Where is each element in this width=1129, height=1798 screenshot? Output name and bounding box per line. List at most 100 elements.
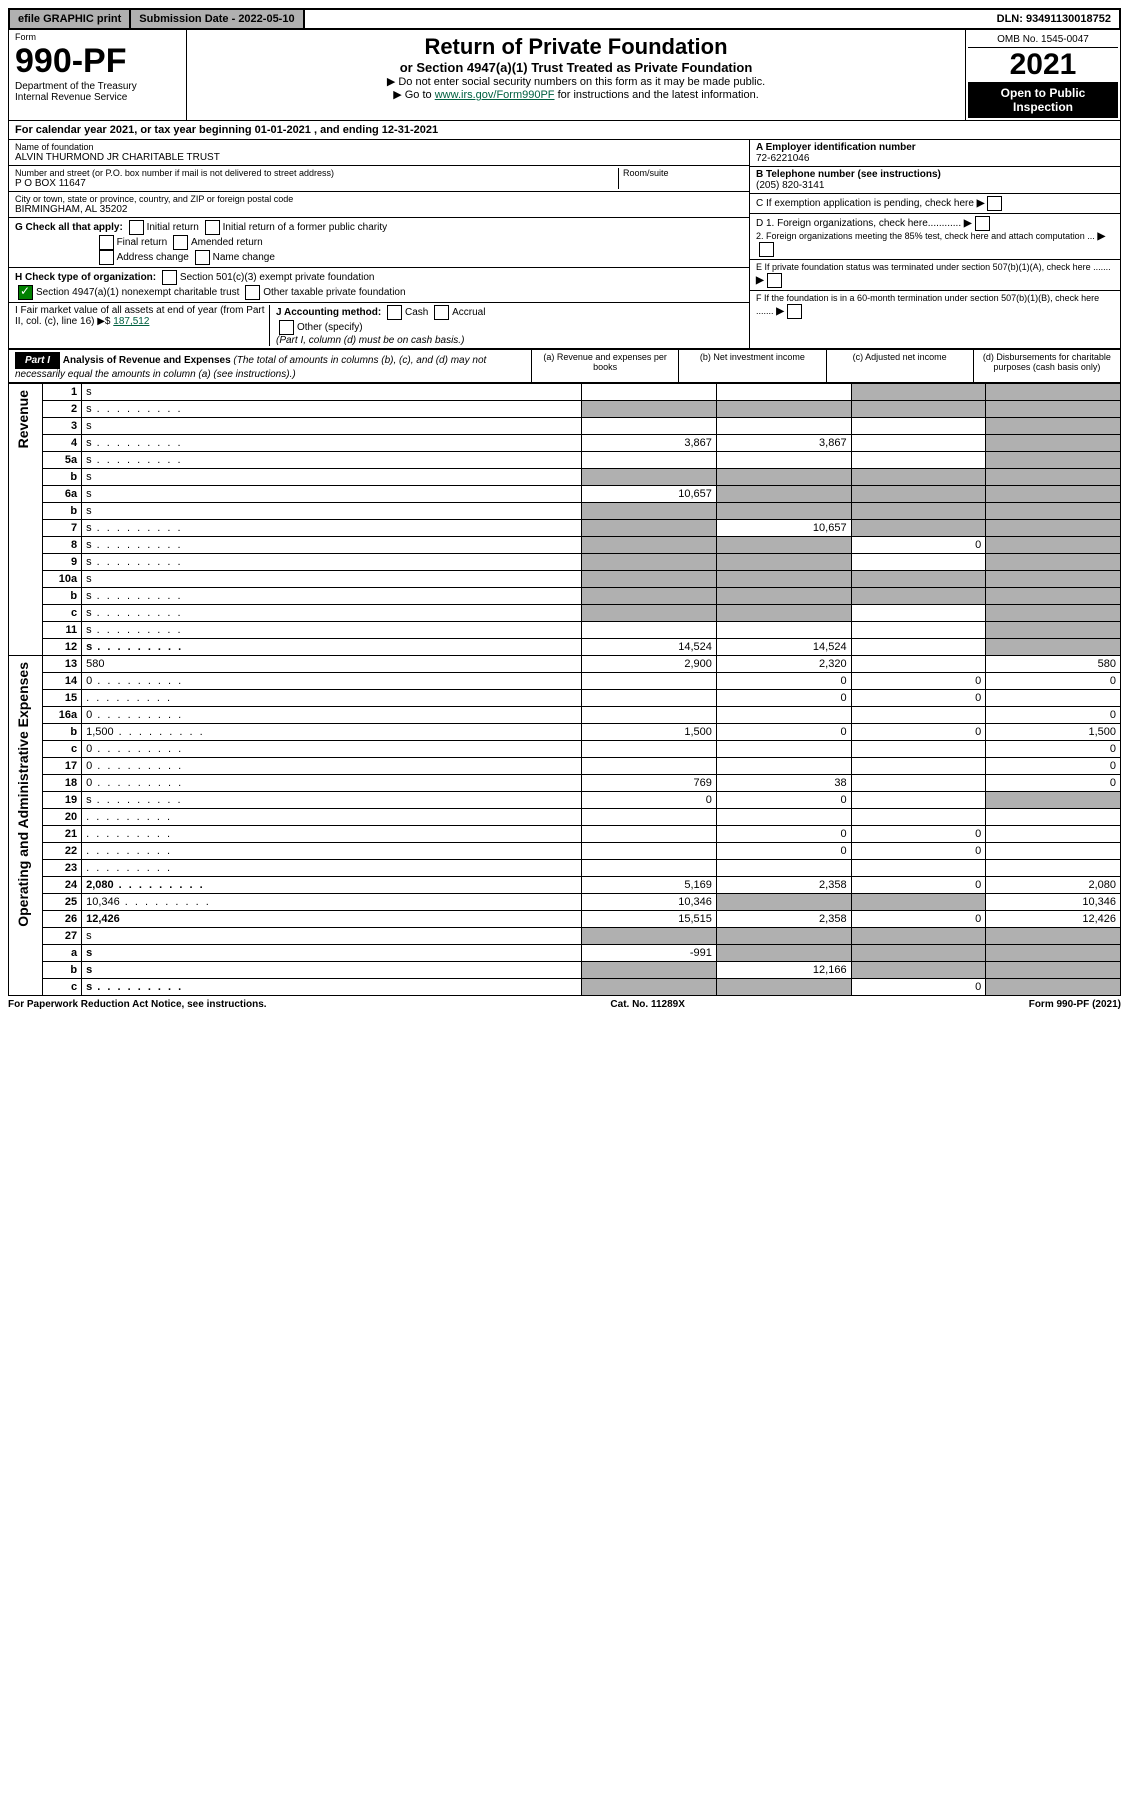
cell-col-d: [986, 639, 1121, 656]
cell-col-c: [851, 571, 986, 588]
table-row: 7s10,657: [9, 520, 1121, 537]
table-row: bs12,166: [9, 962, 1121, 979]
line-number: 10a: [43, 571, 82, 588]
part1-label: Part I: [15, 352, 60, 369]
table-row: 1500: [9, 690, 1121, 707]
cell-col-d: [986, 843, 1121, 860]
table-row: c00: [9, 741, 1121, 758]
cell-col-c: 0: [851, 690, 986, 707]
cell-col-b: 10,657: [716, 520, 851, 537]
other-method-checkbox[interactable]: [279, 320, 294, 335]
exemption-pending-checkbox[interactable]: [987, 196, 1002, 211]
submission-date: Submission Date - 2022-05-10: [131, 10, 304, 28]
accrual-checkbox[interactable]: [434, 305, 449, 320]
cell-col-c: 0: [851, 979, 986, 996]
revenue-label: Revenue: [13, 386, 33, 452]
table-row: Operating and Administrative Expenses135…: [9, 656, 1121, 673]
form-header: Form 990-PF Department of the Treasury I…: [8, 30, 1121, 121]
irs-url-link[interactable]: www.irs.gov/Form990PF: [435, 89, 555, 101]
cell-col-b: 2,358: [716, 911, 851, 928]
cell-col-c: [851, 605, 986, 622]
cell-col-c: [851, 860, 986, 877]
address: P O BOX 11647: [15, 178, 618, 189]
table-row: 4s3,8673,867: [9, 435, 1121, 452]
initial-return-checkbox[interactable]: [129, 220, 144, 235]
d2-label: 2. Foreign organizations meeting the 85%…: [756, 231, 1095, 241]
cell-col-a: [582, 860, 717, 877]
line-number: 4: [43, 435, 82, 452]
cell-col-b: [716, 554, 851, 571]
form-title: Return of Private Foundation: [191, 34, 961, 60]
line-description: s: [82, 486, 582, 503]
table-row: 2200: [9, 843, 1121, 860]
fmv-value[interactable]: 187,512: [113, 316, 149, 327]
4947a1-checkbox[interactable]: [18, 285, 33, 300]
cell-col-a: [582, 605, 717, 622]
top-bar: efile GRAPHIC print Submission Date - 20…: [8, 8, 1121, 30]
name-change-checkbox[interactable]: [195, 250, 210, 265]
col-c-header: (c) Adjusted net income: [826, 350, 973, 382]
line-description: s: [82, 452, 582, 469]
cell-col-a: 10,657: [582, 486, 717, 503]
cell-col-a: 769: [582, 775, 717, 792]
line-description: 10,346: [82, 894, 582, 911]
cell-col-a: 2,900: [582, 656, 717, 673]
cell-col-a: -991: [582, 945, 717, 962]
foreign-85-checkbox[interactable]: [759, 242, 774, 257]
table-row: 9s: [9, 554, 1121, 571]
cell-col-a: [582, 469, 717, 486]
initial-former-checkbox[interactable]: [205, 220, 220, 235]
cell-col-b: [716, 928, 851, 945]
final-return-checkbox[interactable]: [99, 235, 114, 250]
table-row: cs: [9, 605, 1121, 622]
cell-col-b: [716, 469, 851, 486]
room-label: Room/suite: [623, 168, 743, 178]
line-number: c: [43, 741, 82, 758]
cell-col-b: [716, 894, 851, 911]
amended-checkbox[interactable]: [173, 235, 188, 250]
note-link: ▶ Go to www.irs.gov/Form990PF for instru…: [191, 88, 961, 101]
cell-col-b: [716, 741, 851, 758]
cell-col-d: [986, 571, 1121, 588]
cell-col-b: [716, 605, 851, 622]
line-number: b: [43, 962, 82, 979]
status-terminated-checkbox[interactable]: [767, 273, 782, 288]
line-number: b: [43, 503, 82, 520]
other-taxable-checkbox[interactable]: [245, 285, 260, 300]
cell-col-b: [716, 418, 851, 435]
city-label: City or town, state or province, country…: [15, 194, 743, 204]
table-row: 6as10,657: [9, 486, 1121, 503]
line-number: 18: [43, 775, 82, 792]
cell-col-d: 10,346: [986, 894, 1121, 911]
line-number: 8: [43, 537, 82, 554]
cell-col-a: [582, 401, 717, 418]
col-a-header: (a) Revenue and expenses per books: [531, 350, 678, 382]
cell-col-b: [716, 758, 851, 775]
line-description: s: [82, 928, 582, 945]
cell-col-a: [582, 690, 717, 707]
efile-print[interactable]: efile GRAPHIC print: [10, 10, 131, 28]
line-description: s: [82, 588, 582, 605]
address-change-checkbox[interactable]: [99, 250, 114, 265]
cell-col-d: 580: [986, 656, 1121, 673]
cash-checkbox[interactable]: [387, 305, 402, 320]
line-description: s: [82, 469, 582, 486]
line-number: b: [43, 469, 82, 486]
cell-col-d: [986, 486, 1121, 503]
line-description: s: [82, 571, 582, 588]
cell-col-d: [986, 962, 1121, 979]
cell-col-d: [986, 418, 1121, 435]
irs: Internal Revenue Service: [15, 92, 180, 103]
cell-col-b: 0: [716, 724, 851, 741]
line-description: s: [82, 962, 582, 979]
501c3-checkbox[interactable]: [162, 270, 177, 285]
cell-col-b: 0: [716, 690, 851, 707]
60-month-checkbox[interactable]: [787, 304, 802, 319]
cell-col-c: [851, 945, 986, 962]
line-number: a: [43, 945, 82, 962]
cell-col-d: [986, 809, 1121, 826]
cell-col-d: [986, 605, 1121, 622]
foreign-org-checkbox[interactable]: [975, 216, 990, 231]
form-subtitle: or Section 4947(a)(1) Trust Treated as P…: [191, 60, 961, 75]
line-description: [82, 843, 582, 860]
